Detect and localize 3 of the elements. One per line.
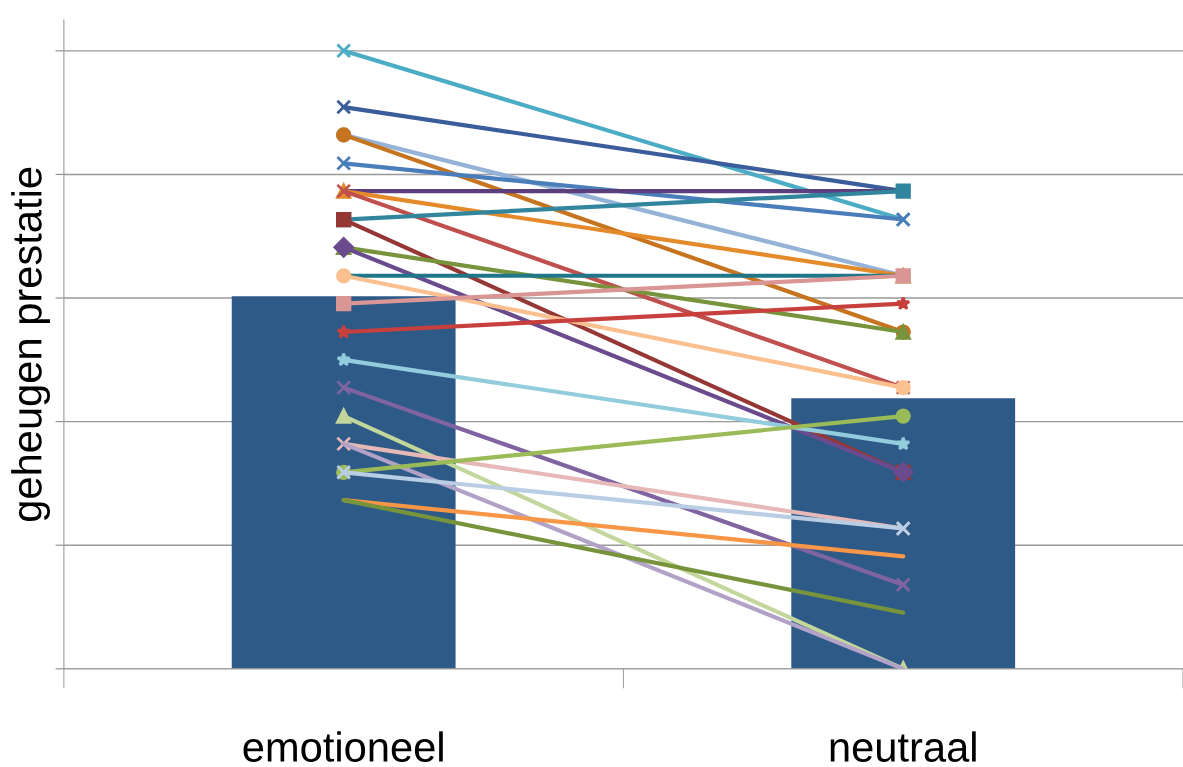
y-axis-title: geheugen prestatie (11, 167, 50, 521)
x-tick-label: neutraal (830, 731, 976, 762)
x-tick-label: emotioneel (243, 731, 443, 762)
